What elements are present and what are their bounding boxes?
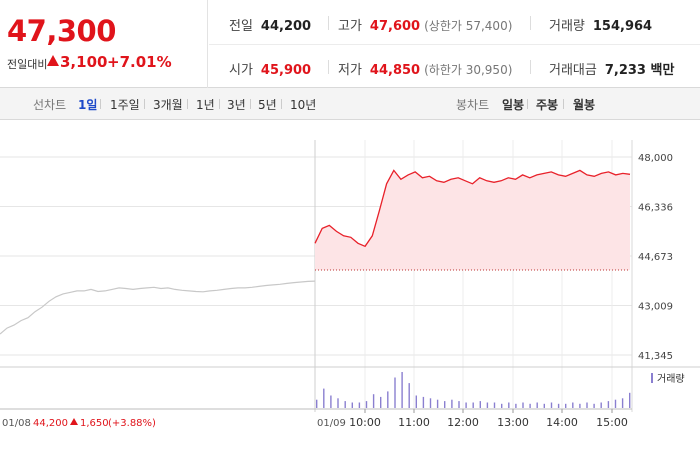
volume-bar [586, 402, 588, 408]
prev-session-close: 44,200 [33, 418, 68, 429]
line-chart-label: 선차트 [33, 98, 67, 112]
volume-bar [387, 391, 389, 408]
volume-bar [629, 392, 631, 408]
volume-bar [422, 396, 425, 408]
volume-bars [316, 372, 631, 408]
volume-bar [358, 402, 361, 408]
volume-bar [337, 398, 339, 408]
y-tick-label: 41,345 [638, 351, 673, 362]
volume-bar [472, 402, 474, 408]
tab-3month[interactable]: 3개월 [153, 98, 183, 112]
volume-bar [550, 402, 553, 408]
volume-bar [465, 402, 467, 408]
stat-amount: 거래대금 7,233 백만 [549, 63, 675, 78]
prev-day-label: 전일대비 [7, 58, 48, 71]
volume-bar [508, 402, 510, 408]
volume-bar [593, 403, 595, 408]
prev-up-triangle-icon [70, 418, 78, 425]
quote-header: 47,300 전일대비 3,100 +7.01% 전일 44,200 고가 47,6… [0, 0, 700, 88]
x-tick-label: 10:00 [349, 416, 381, 429]
volume-bar [522, 402, 524, 408]
up-triangle-icon [47, 55, 59, 66]
y-axis-labels: 48,000 46,336 44,673 43,009 41,345 [638, 153, 673, 362]
x-tick-label: 14:00 [546, 416, 578, 429]
today-price-line [314, 169, 631, 248]
stat-volume: 거래량 154,964 [549, 19, 653, 34]
tab-monthly-candle[interactable]: 월봉 [573, 98, 596, 112]
prev-day-price-line [0, 280, 316, 335]
tab-1week[interactable]: 1주일 [110, 98, 140, 112]
volume-bar [365, 401, 368, 408]
volume-bar [316, 399, 318, 408]
volume-bar [344, 401, 346, 408]
volume-bar [557, 403, 560, 408]
volume-bar [415, 395, 417, 408]
prev-session-date: 01/08 [2, 418, 31, 429]
volume-bar [565, 403, 567, 408]
stat-prev-close: 전일 44,200 [229, 19, 312, 34]
prev-session-change: 1,650 [80, 418, 109, 429]
x-tick-label: 13:00 [497, 416, 529, 429]
volume-bar [536, 402, 538, 408]
x-axis-labels: 10:00 11:00 12:00 13:00 14:00 15:00 [349, 409, 628, 429]
volume-bar [408, 383, 410, 408]
volume-bar [351, 402, 353, 408]
prev-session-change-pct: (+3.88%) [108, 418, 156, 429]
volume-bar [436, 399, 439, 408]
price-box: 47,300 전일대비 3,100 +7.01% [0, 0, 208, 88]
tab-3year[interactable]: 3년 [227, 98, 246, 112]
volume-bar [572, 402, 574, 408]
stat-low: 저가 44,850 (하한가 30,950) [338, 63, 513, 78]
x-tick-label: 12:00 [447, 416, 479, 429]
volume-bar [429, 398, 432, 408]
y-tick-label: 44,673 [638, 252, 673, 263]
tab-1day[interactable]: 1일 [78, 98, 98, 112]
change-amount: 3,100 [60, 53, 108, 71]
volume-bar [493, 402, 496, 408]
volume-legend-label: 거래량 [657, 373, 685, 385]
volume-bar [444, 401, 446, 408]
candle-chart-label: 봉차트 [456, 98, 490, 112]
volume-bar [330, 395, 332, 408]
x-tick-label: 15:00 [596, 416, 628, 429]
volume-bar [323, 388, 325, 408]
current-price: 47,300 [7, 14, 116, 48]
volume-bar [380, 396, 382, 408]
volume-bar [451, 399, 453, 408]
volume-bar [515, 403, 517, 408]
volume-bar [372, 394, 375, 408]
volume-bar [621, 398, 624, 408]
volume-bar [579, 403, 581, 408]
volume-bar [543, 403, 545, 408]
y-tick-label: 48,000 [638, 153, 673, 164]
volume-bar [600, 402, 602, 408]
tab-weekly-candle[interactable]: 주봉 [536, 98, 559, 112]
session-date: 01/09 [317, 418, 346, 429]
volume-bar [394, 377, 396, 408]
stat-open: 시가 45,900 [229, 63, 312, 78]
y-tick-label: 46,336 [638, 203, 673, 214]
x-tick-label: 11:00 [398, 416, 430, 429]
tab-5year[interactable]: 5년 [258, 98, 277, 112]
chart-period-tabs: 선차트 1일 1주일 3개월 1년 3년 5년 10년 봉차트 일봉 주봉 월봉 [0, 88, 700, 120]
tab-10year[interactable]: 10년 [290, 98, 317, 112]
stat-high: 고가 47,600 (상한가 57,400) [338, 19, 513, 34]
volume-bar [614, 399, 617, 408]
tab-1year[interactable]: 1년 [196, 98, 215, 112]
y-tick-label: 43,009 [638, 301, 673, 312]
volume-legend-swatch [651, 373, 653, 383]
volume-bar [529, 403, 531, 408]
today-price-area [315, 170, 630, 271]
volume-bar [501, 403, 503, 408]
volume-bar [479, 401, 481, 408]
volume-bar [401, 372, 403, 408]
change-percent: +7.01% [107, 53, 172, 71]
volume-bar [607, 401, 610, 408]
volume-bar [486, 402, 489, 408]
tab-daily-candle[interactable]: 일봉 [502, 98, 525, 112]
volume-bar [458, 401, 460, 408]
